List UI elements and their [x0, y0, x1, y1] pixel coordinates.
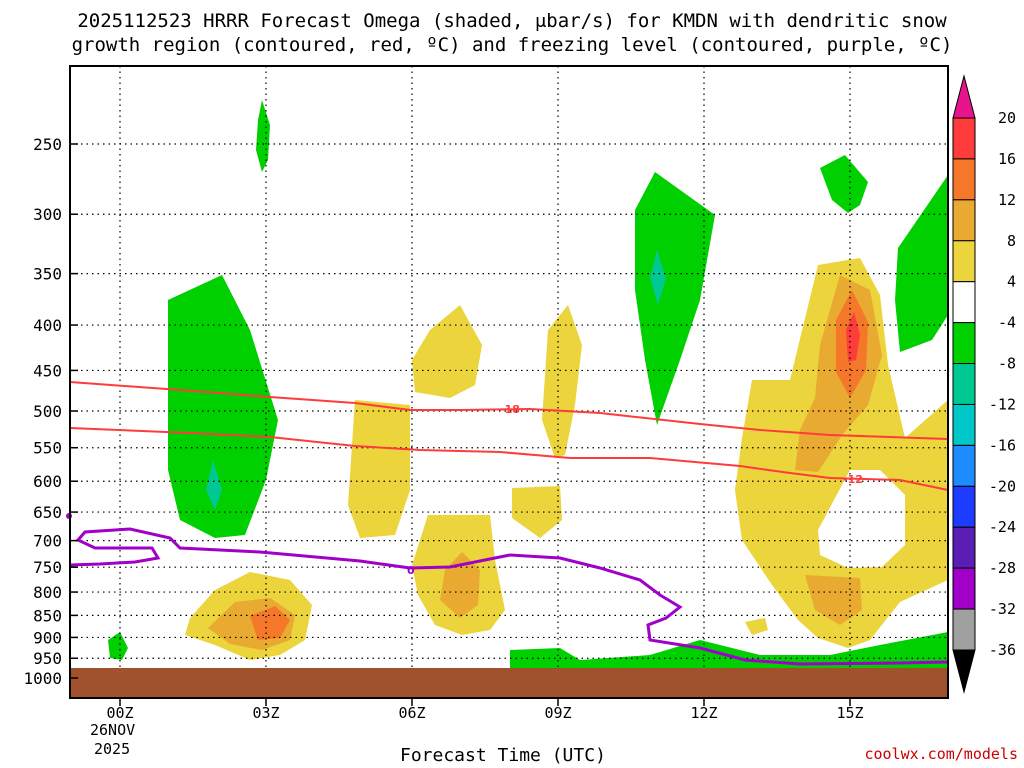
chart-title-line-1: 2025112523 HRRR Forecast Omega (shaded, …: [77, 10, 947, 32]
x-date-label-day: 26NOV: [90, 721, 135, 739]
y-tick-label-250: 250: [33, 135, 62, 154]
grid-lines: [70, 66, 948, 679]
omega-green-region-11z: [635, 172, 715, 425]
colorbar-swatch-4: [952, 281, 976, 324]
contour-label-zero: 0: [407, 564, 415, 577]
y-tick-label-300: 300: [33, 205, 62, 224]
colorbar-label-8: -16: [989, 436, 1016, 454]
omega-green-upper-15z: [820, 155, 868, 213]
x-tick-label-03Z: 03Z: [252, 704, 279, 722]
colorbar-swatch-6: [952, 363, 976, 405]
x-tick-label-09Z: 09Z: [544, 704, 571, 722]
colorbar-bottom-arrow: [952, 649, 976, 694]
y-tick-label-1000: 1000: [23, 669, 62, 688]
colorbar-swatch-2: [952, 199, 976, 242]
chart-title-line-2: growth region (contoured, red, ºC) and f…: [71, 34, 953, 56]
omega-yellow-small-09z: [512, 486, 562, 538]
colorbar-swatch-9: [952, 485, 976, 528]
contour-minus-12: [69, 427, 949, 491]
x-tick-label-12Z: 12Z: [690, 704, 717, 722]
colorbar-top-arrow: [952, 74, 976, 119]
colorbar-label-10: -24: [989, 518, 1016, 536]
colorbar-swatch-10: [952, 526, 976, 569]
colorbar-label-2: 12: [998, 191, 1016, 209]
omega-green-small-03z: [256, 100, 270, 172]
surface-terrain-band: [70, 668, 948, 698]
colorbar-label-1: 16: [998, 150, 1016, 168]
colorbar-swatch-7: [952, 403, 976, 446]
colorbar-label-5: -4: [998, 314, 1016, 332]
colorbar-label-11: -28: [989, 559, 1016, 577]
contour-label-minus-12: -12: [843, 473, 863, 486]
omega-yellow-upper-06z: [412, 305, 482, 398]
omega-colorbar: 20 16 12 8 4 -4 -8 -12 -16 -20 -24 -28 -32 -36: [952, 74, 1016, 694]
colorbar-swatch-5: [952, 322, 976, 365]
omega-red-core-03z: [250, 606, 290, 640]
y-tick-label-550: 550: [33, 439, 62, 458]
contour-minus-18: [69, 381, 949, 440]
y-tick-label-450: 450: [33, 361, 62, 380]
omega-green-right-16z: [895, 175, 948, 352]
y-tick-label-750: 750: [33, 558, 62, 577]
omega-yellow-region-09z: [542, 305, 582, 458]
colorbar-label-3: 8: [1007, 232, 1016, 250]
colorbar-label-12: -32: [989, 600, 1016, 618]
colorbar-swatch-1: [952, 158, 976, 201]
colorbar-swatch-3: [952, 240, 976, 283]
omega-white-hole-15z: [818, 470, 905, 568]
plot-frame: [69, 65, 949, 699]
x-tick-label-15Z: 15Z: [836, 704, 863, 722]
omega-green-low-band: [510, 632, 948, 668]
colorbar-label-0: 20: [998, 109, 1016, 127]
omega-green-small-00z: [108, 632, 128, 660]
colorbar-label-9: -20: [989, 477, 1016, 495]
omega-teal-core-11z: [650, 250, 666, 305]
colorbar-label-6: -8: [998, 355, 1016, 373]
y-tick-label-850: 850: [33, 606, 62, 625]
omega-yellow-small-13z: [745, 618, 768, 635]
y-tick-label-500: 500: [33, 402, 62, 421]
x-tick-label-06Z: 06Z: [398, 704, 425, 722]
contour-freezing-level: [69, 527, 949, 666]
colorbar-swatch-0: [952, 117, 976, 160]
colorbar-swatch-12: [952, 608, 976, 651]
x-date-label-year: 2025: [94, 740, 130, 758]
x-axis-title: Forecast Time (UTC): [400, 745, 606, 766]
y-tick-label-700: 700: [33, 532, 62, 551]
y-tick-label-350: 350: [33, 265, 62, 284]
pressure-axis: 250 300 350 400 450 500 550 600 650 700 750 800 850 9…: [23, 135, 78, 688]
time-axis: 26NOV 2025 00Z 03Z 06Z 09Z 12Z 15Z: [90, 698, 864, 758]
y-tick-label-800: 800: [33, 583, 62, 602]
omega-green-region-02z: [168, 275, 278, 538]
temperature-contours: -18 -12 0: [66, 381, 949, 666]
y-tick-label-900: 900: [33, 628, 62, 647]
site-credit: coolwx.com/models: [864, 745, 1018, 763]
omega-yellow-region-06z: [348, 400, 410, 538]
shaded-omega-fields: [108, 100, 948, 668]
y-tick-label-650: 650: [33, 503, 62, 522]
y-tick-label-400: 400: [33, 316, 62, 335]
colorbar-label-13: -36: [989, 641, 1016, 659]
x-tick-label-00Z: 00Z: [106, 704, 133, 722]
colorbar-swatch-8: [952, 444, 976, 487]
colorbar-label-4: 4: [1007, 273, 1016, 291]
y-tick-label-600: 600: [33, 472, 62, 491]
omega-orange-lower-15z: [805, 575, 862, 625]
colorbar-label-7: -12: [989, 395, 1016, 413]
omega-teal-core-02z: [206, 460, 222, 510]
contour-label-minus-18: -18: [500, 403, 520, 416]
colorbar-swatch-11: [952, 567, 976, 610]
y-tick-label-950: 950: [33, 649, 62, 668]
